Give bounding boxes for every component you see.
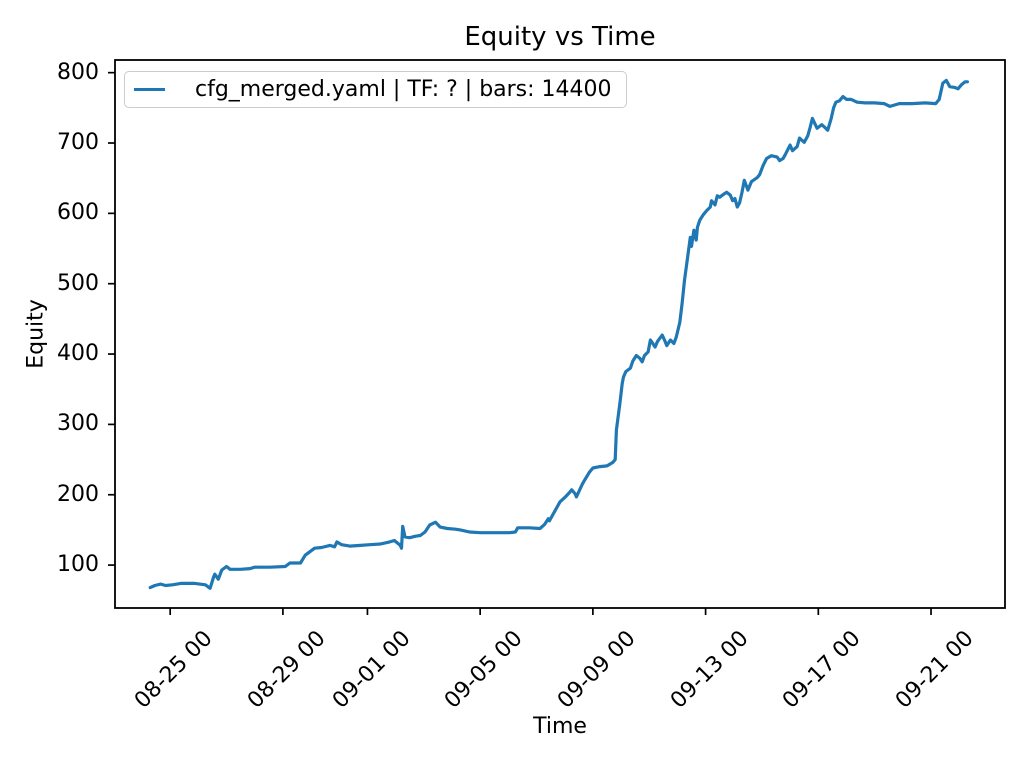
chart-title: Equity vs Time <box>464 22 656 52</box>
y-axis-label: Equity <box>23 299 49 369</box>
y-tick-label: 500 <box>57 270 99 296</box>
y-tick-label: 400 <box>57 341 99 367</box>
y-tick-label: 700 <box>57 130 99 155</box>
y-tick-label: 100 <box>57 552 99 578</box>
legend-label: cfg_merged.yaml | TF: ? | bars: 14400 <box>195 77 612 102</box>
y-tick-label: 600 <box>57 200 99 226</box>
axes-frame <box>114 59 1006 609</box>
x-axis-label: Time <box>533 714 587 739</box>
y-tick-label: 200 <box>57 481 99 507</box>
legend-line-swatch <box>134 88 165 91</box>
y-tick-label: 300 <box>57 411 99 437</box>
legend: cfg_merged.yaml | TF: ? | bars: 14400 <box>124 71 627 108</box>
y-tick-label: 800 <box>57 59 99 85</box>
equity-series-line <box>148 78 970 590</box>
